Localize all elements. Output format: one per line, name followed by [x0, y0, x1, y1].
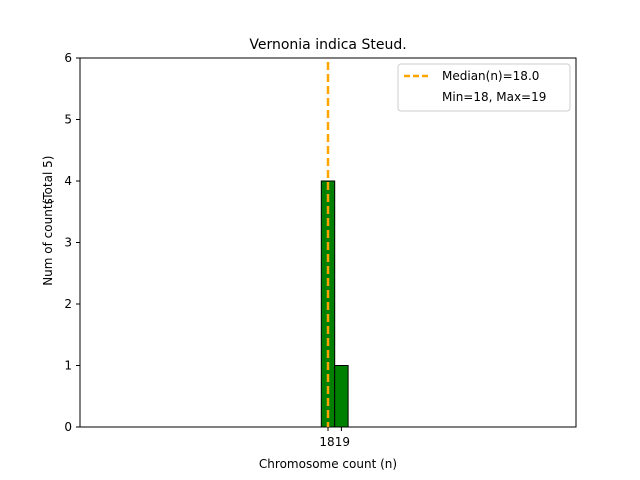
y-axis-ticks: 0 1 2 3 4 5 6 [64, 51, 80, 434]
legend-median-label: Median(n)=18.0 [442, 69, 539, 83]
y-tick-label: 1 [64, 359, 72, 373]
y-tick-label: 6 [64, 51, 72, 65]
x-tick-label: 19 [335, 435, 350, 449]
x-axis-ticks: 18 19 [319, 427, 350, 449]
y-axis-total-note: (Total 5) [41, 156, 55, 205]
x-axis-label: Chromosome count (n) [259, 457, 397, 471]
legend: Median(n)=18.0 Min=18, Max=19 [397, 63, 571, 112]
chart-title: Vernonia indica Steud. [249, 37, 406, 53]
y-tick-label: 2 [64, 297, 72, 311]
y-tick-label: 0 [64, 420, 72, 434]
y-tick-label: 4 [64, 174, 72, 188]
x-tick-label: 18 [319, 435, 334, 449]
y-axis-label: Num of counts [41, 198, 55, 286]
legend-minmax-label: Min=18, Max=19 [442, 90, 546, 104]
y-tick-label: 3 [64, 236, 72, 250]
legend-box [397, 63, 571, 112]
bar-19 [334, 365, 349, 428]
y-tick-label: 5 [64, 113, 72, 127]
